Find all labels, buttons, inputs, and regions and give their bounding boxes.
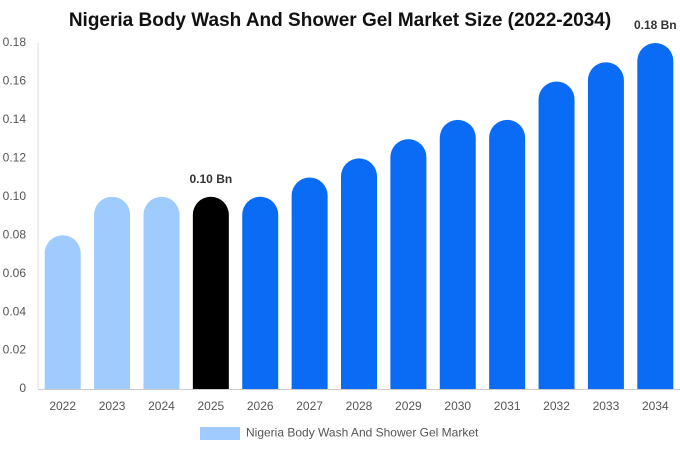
x-tick-label: 2028 — [346, 399, 373, 413]
bar — [439, 119, 476, 389]
bar — [489, 119, 526, 390]
x-tick-label: 2025 — [197, 399, 224, 413]
bar — [192, 196, 229, 389]
y-tick-label: 0.08 — [3, 227, 27, 241]
x-tick-label: 2027 — [296, 399, 323, 413]
y-tick-label: 0.04 — [3, 304, 27, 318]
y-tick-label: 0.14 — [3, 112, 27, 126]
y-tick-label: 0.12 — [3, 151, 27, 165]
x-tick-label: 2024 — [148, 399, 175, 413]
x-tick-label: 2033 — [593, 399, 620, 413]
bar — [538, 81, 575, 389]
y-tick-label: 0.16 — [3, 74, 27, 88]
chart-title: Nigeria Body Wash And Shower Gel Market … — [69, 10, 611, 31]
bar — [94, 196, 131, 389]
bar — [390, 139, 427, 389]
x-tick-label: 2026 — [247, 399, 274, 413]
y-tick-label: 0.06 — [3, 266, 27, 280]
x-tick-label: 2034 — [642, 399, 669, 413]
bar — [341, 158, 377, 389]
y-tick-label: 0.10 — [3, 189, 27, 203]
y-tick-label: 0.18 — [3, 35, 27, 49]
value-label: 0.18 Bn — [634, 18, 677, 32]
x-tick-label: 2022 — [49, 399, 76, 413]
bar — [242, 196, 279, 389]
bar — [637, 43, 674, 389]
y-tick-label: 0 — [19, 381, 26, 395]
x-tick-label: 2030 — [444, 399, 471, 413]
x-tick-label: 2032 — [543, 399, 570, 413]
y-tick-label: 0.02 — [3, 343, 27, 357]
value-label: 0.10 Bn — [190, 172, 233, 186]
legend-label: Nigeria Body Wash And Shower Gel Market — [246, 426, 479, 440]
x-tick-label: 2029 — [395, 399, 422, 413]
bar — [587, 62, 624, 389]
x-tick-label: 2031 — [494, 399, 521, 413]
bar — [291, 177, 328, 389]
legend-swatch — [200, 427, 240, 440]
bar — [143, 196, 180, 389]
bar — [44, 235, 81, 389]
x-tick-label: 2023 — [99, 399, 126, 413]
